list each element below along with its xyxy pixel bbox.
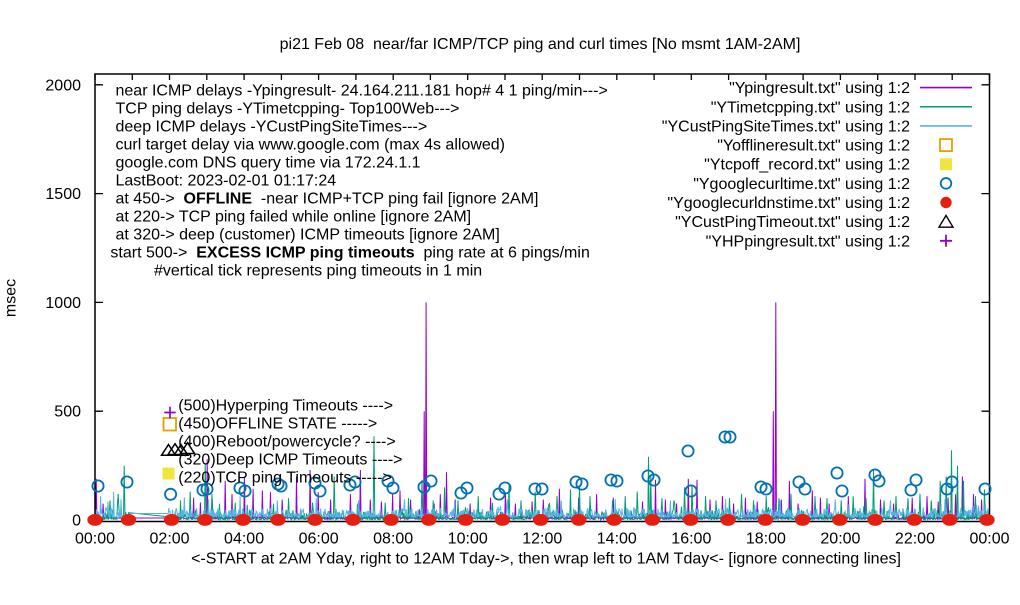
svg-text:(400)Reboot/powercycle? ---->: (400)Reboot/powercycle? ----> xyxy=(178,433,395,450)
svg-text:1500: 1500 xyxy=(45,186,81,203)
svg-text:1000: 1000 xyxy=(45,295,81,312)
svg-text:(500)Hyperping Timeouts ---->: (500)Hyperping Timeouts ----> xyxy=(178,397,393,414)
svg-text:#vertical tick represents ping: #vertical tick represents ping timeouts … xyxy=(154,263,482,280)
svg-text:08:00: 08:00 xyxy=(373,531,413,548)
svg-text:near ICMP delays -Ypingresult-: near ICMP delays -Ypingresult- 24.164.21… xyxy=(116,83,608,100)
svg-text:14:00: 14:00 xyxy=(597,531,637,548)
svg-text:pi21 Feb 08 near/far ICMP/TCP: pi21 Feb 08 near/far ICMP/TCP ping and c… xyxy=(280,36,801,53)
svg-text:"YCustPingSiteTimes.txt" using: "YCustPingSiteTimes.txt" using 1:2 xyxy=(662,118,910,135)
svg-text:(320)Deep ICMP Timeouts ---->: (320)Deep ICMP Timeouts ----> xyxy=(178,451,402,468)
svg-text:LastBoot: 2023-02-01 01:17:24: LastBoot: 2023-02-01 01:17:24 xyxy=(116,173,337,190)
svg-text:curl target delay via www.goog: curl target delay via www.google.com (ma… xyxy=(116,137,506,154)
svg-text:00:00: 00:00 xyxy=(75,531,115,548)
svg-text:"YTimetcpping.txt" using 1:2: "YTimetcpping.txt" using 1:2 xyxy=(711,99,910,116)
svg-text:"Yofflineresult.txt" using 1:2: "Yofflineresult.txt" using 1:2 xyxy=(717,138,910,155)
svg-text:deep ICMP delays -YCustPingSit: deep ICMP delays -YCustPingSiteTimes---> xyxy=(116,119,428,136)
svg-text:00:00: 00:00 xyxy=(969,531,1009,548)
svg-text:start 500-> EXCESS ICMP ping: start 500-> EXCESS ICMP ping timeouts pi… xyxy=(110,245,589,262)
svg-text:04:00: 04:00 xyxy=(224,531,264,548)
svg-text:(450)OFFLINE STATE ----->: (450)OFFLINE STATE -----> xyxy=(178,415,377,432)
svg-text:"Ygooglecurltime.txt" using 1:: "Ygooglecurltime.txt" using 1:2 xyxy=(693,176,910,193)
svg-text:TCP ping delays -YTimetcpping-: TCP ping delays -YTimetcpping- Top100Web… xyxy=(116,101,460,118)
svg-text:"Ytcpoff_record.txt" using 1:2: "Ytcpoff_record.txt" using 1:2 xyxy=(704,157,910,174)
svg-text:16:00: 16:00 xyxy=(671,531,711,548)
svg-text:at 450-> OFFLINE -near ICMP+: at 450-> OFFLINE -near ICMP+TCP ping fai… xyxy=(116,191,539,208)
svg-text:<-START at 2AM Yday, right to: <-START at 2AM Yday, right to 12AM Tday-… xyxy=(191,551,901,568)
svg-text:(220)TCP ping Timeouts ----->: (220)TCP ping Timeouts -----> xyxy=(178,469,392,486)
svg-text:"YCustPingTimeout.txt" using 1: "YCustPingTimeout.txt" using 1:2 xyxy=(675,214,910,231)
svg-text:2000: 2000 xyxy=(45,77,81,94)
svg-text:0: 0 xyxy=(72,513,81,530)
svg-text:"Ygooglecurldnstime.txt" using: "Ygooglecurldnstime.txt" using 1:2 xyxy=(667,195,910,212)
svg-text:500: 500 xyxy=(54,404,81,421)
svg-text:at 220-> TCP ping failed while: at 220-> TCP ping failed while online [i… xyxy=(116,209,472,226)
svg-text:"YHPpingresult.txt" using 1:2: "YHPpingresult.txt" using 1:2 xyxy=(706,233,910,250)
svg-text:10:00: 10:00 xyxy=(448,531,488,548)
svg-text:at 320-> deep (customer) ICMP: at 320-> deep (customer) ICMP timeouts [… xyxy=(116,227,500,244)
svg-text:06:00: 06:00 xyxy=(299,531,339,548)
svg-text:18:00: 18:00 xyxy=(746,531,786,548)
svg-text:"Ypingresult.txt" using 1:2: "Ypingresult.txt" using 1:2 xyxy=(729,80,910,97)
svg-text:22:00: 22:00 xyxy=(895,531,935,548)
svg-text:msec: msec xyxy=(3,279,20,317)
svg-text:20:00: 20:00 xyxy=(820,531,860,548)
svg-text:google.com DNS query time via: google.com DNS query time via 172.24.1.1 xyxy=(116,155,421,172)
svg-text:02:00: 02:00 xyxy=(150,531,190,548)
svg-text:12:00: 12:00 xyxy=(522,531,562,548)
